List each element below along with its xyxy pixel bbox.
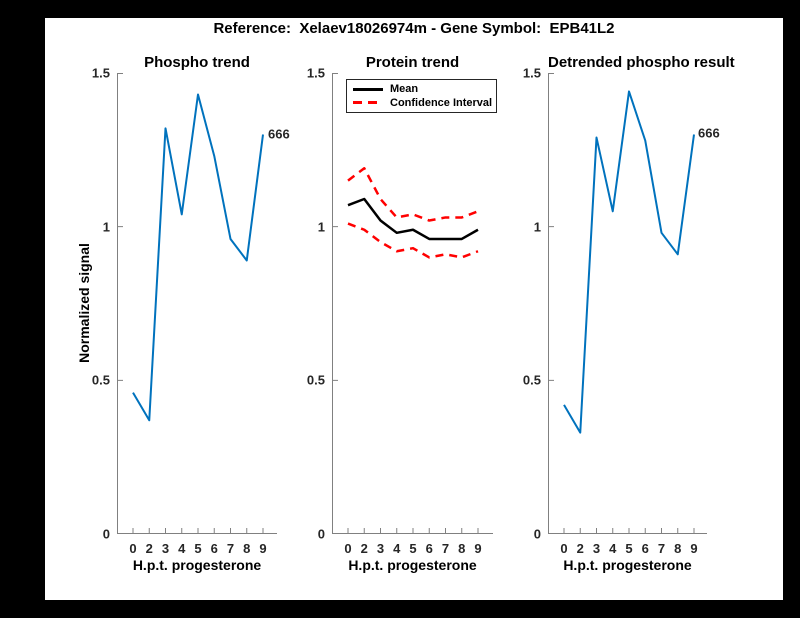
y-tick-label: 1.5 — [522, 65, 541, 81]
mean-line-sample — [353, 88, 383, 91]
series-line-confidence-interval-upper — [347, 167, 479, 222]
legend-entry-mean: Mean — [353, 83, 490, 95]
x-tick-label: 8 — [674, 541, 682, 556]
axes-spines-and-ticks — [548, 73, 707, 534]
x-tick-label: 7 — [441, 541, 450, 556]
axes-spines-and-ticks — [332, 73, 493, 534]
x-tick-label: 3 — [376, 541, 385, 556]
subplot-title: Detrended phospho result — [548, 54, 735, 71]
x-tick-label: 9 — [259, 541, 267, 556]
x-tick-label: 3 — [592, 541, 601, 556]
x-tick-label: 4 — [393, 541, 401, 556]
x-tick-label: 0 — [129, 541, 137, 556]
y-tick-label: 0 — [533, 526, 541, 542]
subplot-title: Protein trend — [365, 54, 460, 71]
legend-label: Confidence Interval — [390, 96, 493, 109]
x-tick-label: 4 — [609, 541, 617, 556]
series-end-value-annotation: 666 — [698, 125, 720, 141]
protein-trend-plot-svg — [332, 73, 493, 534]
subplot-protein-trend: Protein trend Mean Confidence Interval H… — [307, 18, 497, 600]
x-tick-label: 4 — [178, 541, 186, 556]
x-tick-label: 7 — [226, 541, 235, 556]
axes-spines-and-ticks — [117, 73, 277, 534]
y-axis-label: Normalized signal — [76, 243, 92, 363]
x-tick-label: 6 — [641, 541, 649, 556]
plot-area — [332, 73, 493, 534]
x-tick-label: 5 — [409, 541, 417, 556]
y-tick-label: 0.5 — [522, 372, 541, 388]
x-tick-label: 5 — [194, 541, 202, 556]
y-tick-label: 0 — [102, 526, 110, 542]
x-tick-label: 7 — [657, 541, 666, 556]
y-tick-label: 1 — [533, 219, 541, 235]
y-tick-label: 1 — [102, 219, 110, 235]
subplot-detrended-phospho: Detrended phospho result 666 H.p.t. prog… — [523, 18, 735, 600]
x-axis-label: H.p.t. progesterone — [348, 557, 477, 573]
series-end-value-annotation: 666 — [268, 126, 290, 142]
x-tick-label: 9 — [690, 541, 698, 556]
series-line-confidence-interval-lower — [347, 222, 479, 259]
x-tick-label: 0 — [560, 541, 568, 556]
x-tick-label: 6 — [210, 541, 218, 556]
series-line-phospho-signal — [132, 93, 264, 422]
x-tick-label: 2 — [360, 541, 368, 556]
phospho-trend-plot-svg — [117, 73, 277, 534]
x-tick-label: 2 — [145, 541, 153, 556]
plot-area — [117, 73, 277, 534]
x-tick-label: 8 — [243, 541, 251, 556]
x-tick-label: 2 — [576, 541, 584, 556]
x-axis-label: H.p.t. progesterone — [563, 557, 692, 573]
y-tick-label: 0.5 — [306, 372, 325, 388]
legend-entry-confidence-interval: Confidence Interval — [353, 96, 493, 109]
x-tick-label: 9 — [474, 541, 482, 556]
figure-title: Reference: Xelaev18026974m - Gene Symbol… — [213, 20, 615, 37]
legend-box: Mean Confidence Interval — [346, 79, 497, 113]
y-tick-label: 1.5 — [91, 65, 110, 81]
x-axis-label: H.p.t. progesterone — [132, 557, 262, 573]
plot-area — [548, 73, 707, 534]
x-tick-label: 6 — [425, 541, 433, 556]
y-tick-label: 1.5 — [306, 65, 325, 81]
y-tick-label: 0 — [317, 526, 325, 542]
detrended-phospho-plot-svg — [548, 73, 707, 534]
x-tick-label: 5 — [625, 541, 633, 556]
series-line-detrended-phospho-signal — [563, 90, 695, 434]
legend-label: Mean — [390, 83, 419, 96]
series-line-mean — [347, 197, 479, 241]
subplot-title: Phospho trend — [144, 54, 250, 71]
y-tick-label: 1 — [317, 219, 325, 235]
confidence-interval-line-sample — [353, 101, 383, 104]
y-tick-label: 0.5 — [91, 372, 110, 388]
x-tick-label: 0 — [344, 541, 352, 556]
x-tick-label: 3 — [161, 541, 170, 556]
x-tick-label: 8 — [458, 541, 466, 556]
figure-canvas: Reference: Xelaev18026974m - Gene Symbol… — [45, 18, 783, 600]
